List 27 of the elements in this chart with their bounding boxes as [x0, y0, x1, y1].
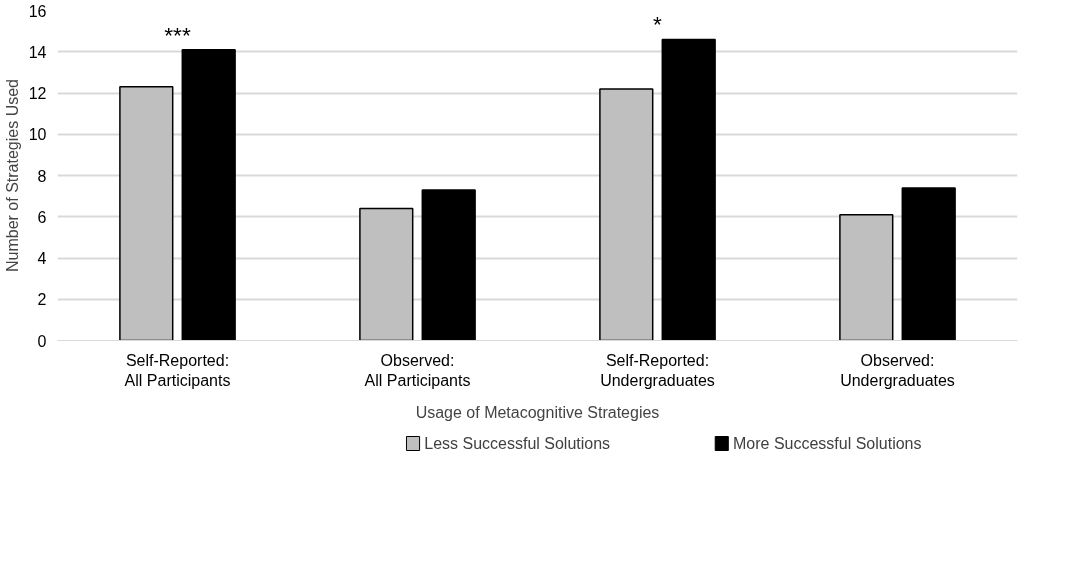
- y-tick-label: 6: [37, 208, 47, 226]
- annotation: *: [653, 11, 663, 38]
- y-tick-label: 8: [37, 167, 47, 185]
- y-tick-label: 12: [28, 85, 47, 102]
- x-axis-title: Usage of Metacognitive Strategies: [415, 403, 660, 421]
- bar: [661, 38, 716, 341]
- legend-label: Less Successful Solutions: [424, 435, 611, 452]
- bar: [119, 86, 174, 341]
- y-tick-label: 0: [37, 332, 47, 350]
- bar: [181, 48, 236, 341]
- y-tick-label: 2: [37, 291, 47, 309]
- bar: [359, 207, 414, 341]
- y-tick-label: 14: [28, 43, 47, 61]
- bar: [599, 88, 654, 341]
- bar: [421, 189, 476, 341]
- x-tick-label: Observed: Undergraduates: [840, 351, 955, 389]
- y-tick-label: 10: [28, 126, 47, 144]
- x-tick-label: Self-Reported: Undergraduates: [600, 351, 715, 389]
- y-tick-label: 4: [37, 250, 47, 267]
- y-axis-title: Number of Strategies Used: [3, 79, 21, 272]
- x-tick-label: Self-Reported: All Participants: [124, 351, 231, 389]
- legend-label: More Successful Solutions: [732, 435, 922, 452]
- annotation: ***: [164, 21, 191, 48]
- x-tick-label: Observed: All Participants: [364, 351, 471, 389]
- bar: [839, 213, 894, 341]
- y-tick-label: 16: [28, 2, 47, 20]
- bar: [901, 187, 956, 341]
